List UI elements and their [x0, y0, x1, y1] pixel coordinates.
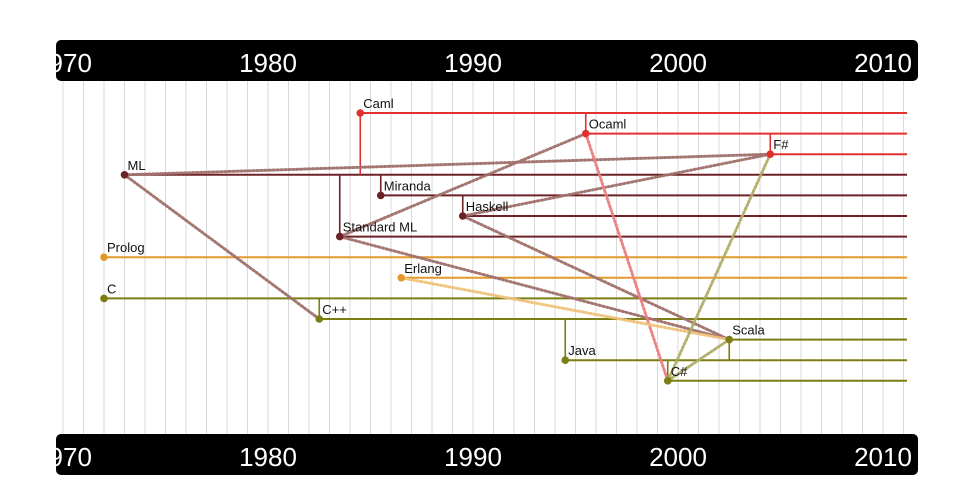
- top-axis-tick-1980: 1980: [239, 48, 297, 78]
- node-Java: [561, 356, 570, 365]
- influence-Ocaml-to-C#: [584, 132, 670, 383]
- influence-links: [123, 132, 772, 383]
- influence-Erlang-to-Scala: [399, 276, 731, 342]
- influence-Haskell-to-F#: [461, 152, 772, 218]
- node-Standard ML: [335, 232, 344, 241]
- bottom-year-axis: 1970 1980 1990 2000 2010: [34, 434, 918, 475]
- label-Ocaml: Ocaml: [589, 117, 627, 132]
- bottom-axis-bar: [56, 434, 918, 475]
- influence-Standard ML-to-Scala: [338, 235, 731, 342]
- top-axis-tick-1970: 1970: [34, 48, 92, 78]
- node-Miranda: [376, 191, 385, 200]
- node-Ocaml: [581, 129, 590, 138]
- influence-ML-to-F#: [123, 152, 772, 177]
- node-Haskell: [458, 212, 467, 220]
- label-Caml: Caml: [363, 96, 393, 111]
- node-ML: [120, 171, 129, 179]
- top-axis-tick-2000: 2000: [649, 48, 707, 78]
- influence-C#-to-F#: [666, 152, 772, 383]
- node-F#: [766, 150, 775, 158]
- node-Caml: [356, 109, 365, 117]
- influence-Haskell-to-Scala: [461, 214, 731, 342]
- influence-Standard ML-to-Ocaml: [338, 132, 588, 239]
- node-C++: [315, 315, 324, 323]
- parent-connectors: [318, 113, 772, 381]
- label-Miranda: Miranda: [384, 178, 432, 193]
- top-axis-tick-1990: 1990: [444, 48, 502, 78]
- bottom-axis-tick-1980: 1980: [239, 442, 297, 472]
- node-Erlang: [397, 274, 406, 282]
- label-Haskell: Haskell: [466, 199, 509, 214]
- language-labels: Caml Ocaml F# ML Miranda Haskell Standard ML Pr…: [107, 96, 789, 379]
- bottom-axis-tick-2010: 2010: [854, 442, 912, 472]
- node-C#: [663, 377, 672, 385]
- bottom-axis-tick-1970: 1970: [34, 442, 92, 472]
- top-axis-bar: [56, 40, 918, 81]
- label-C: C: [107, 281, 116, 296]
- bottom-axis-tick-2000: 2000: [649, 442, 707, 472]
- label-C#: C#: [671, 364, 688, 379]
- label-Prolog: Prolog: [107, 240, 145, 255]
- label-ML: ML: [128, 158, 146, 173]
- label-C++: C++: [322, 302, 347, 317]
- label-Standard ML: Standard ML: [343, 220, 417, 235]
- top-year-axis: 1970 1980 1990 2000 2010: [34, 40, 918, 81]
- node-C: [100, 294, 108, 303]
- bottom-axis-tick-1990: 1990: [444, 442, 502, 472]
- node-Prolog: [100, 253, 108, 261]
- language-nodes: [100, 109, 775, 385]
- label-Scala: Scala: [732, 323, 765, 338]
- label-Java: Java: [568, 343, 596, 358]
- language-lifelines: [104, 112, 907, 382]
- top-axis-tick-2010: 2010: [854, 48, 912, 78]
- influence-C#-to-Scala: [666, 338, 731, 383]
- influence-ML-to-C++: [123, 173, 321, 321]
- node-Scala: [725, 335, 734, 344]
- label-Erlang: Erlang: [404, 261, 442, 276]
- label-F#: F#: [773, 137, 789, 152]
